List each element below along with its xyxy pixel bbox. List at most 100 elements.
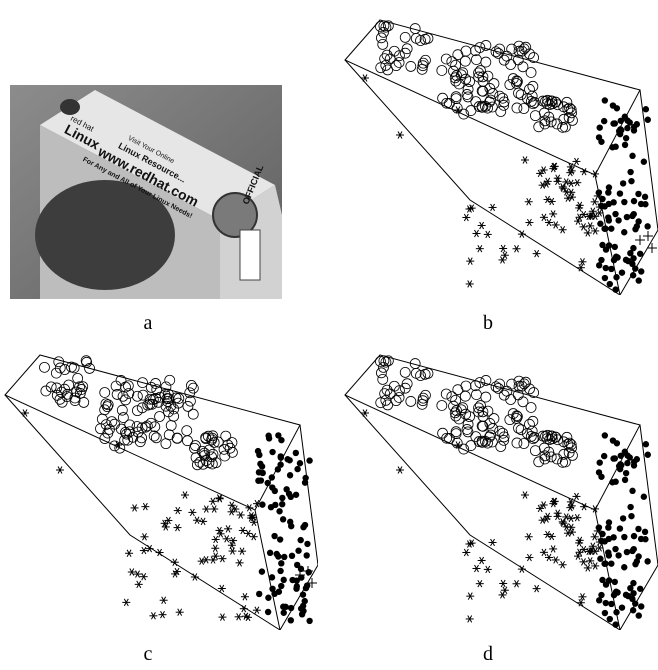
circle-marker — [529, 97, 540, 108]
circle-marker — [511, 412, 522, 424]
filled-dot-marker — [630, 579, 637, 587]
circle-marker — [420, 389, 431, 401]
circle-marker — [165, 400, 177, 412]
star-marker — [500, 251, 509, 259]
circle-marker — [567, 450, 578, 461]
circle-marker — [45, 381, 57, 393]
circle-marker — [416, 398, 428, 410]
circle-marker — [163, 429, 175, 441]
circle-marker — [446, 391, 458, 402]
circle-marker — [482, 102, 493, 114]
circle-marker — [375, 32, 387, 44]
filled-dot-marker — [635, 525, 642, 533]
circle-marker — [473, 71, 485, 83]
star-marker — [573, 178, 582, 187]
filled-dot-marker — [601, 609, 609, 617]
circle-marker — [186, 380, 197, 391]
star-marker — [202, 556, 211, 564]
filled-dot-marker — [609, 437, 617, 444]
circle-marker — [505, 394, 517, 405]
circle-marker — [81, 356, 93, 368]
filled-dot-marker — [610, 534, 617, 541]
circle-marker — [465, 440, 477, 451]
filled-dot-marker — [623, 213, 631, 221]
box-front-edge — [344, 394, 621, 630]
circle-marker — [124, 426, 135, 438]
filled-dot-marker — [628, 177, 635, 185]
star-marker — [517, 230, 526, 238]
circle-marker — [480, 391, 492, 403]
star-marker — [133, 570, 142, 578]
filled-dot-marker — [271, 532, 278, 540]
star-marker — [218, 613, 227, 621]
filled-dot-marker — [299, 591, 307, 598]
filled-dot-marker — [601, 560, 608, 567]
plus-marker — [647, 243, 657, 253]
star-marker — [578, 258, 587, 266]
star-marker — [524, 198, 533, 206]
star-marker — [521, 491, 529, 499]
circle-marker — [218, 443, 230, 455]
filled-dot-marker — [636, 585, 644, 592]
filled-dot-marker — [305, 568, 312, 576]
star-marker — [477, 221, 486, 230]
star-marker — [215, 494, 224, 502]
star-marker — [141, 502, 150, 511]
circle-marker — [119, 434, 131, 446]
filled-dot-marker — [280, 609, 287, 616]
filled-dot-marker — [635, 277, 642, 284]
star-marker — [472, 229, 481, 238]
circle-marker — [545, 451, 557, 463]
star-marker — [173, 523, 182, 532]
filled-dot-marker — [627, 249, 634, 257]
star-marker — [567, 193, 576, 201]
filled-dot-marker — [295, 547, 302, 554]
circle-marker — [511, 410, 523, 422]
filled-dot-marker — [605, 184, 613, 191]
circle-marker — [399, 47, 411, 59]
star-marker — [588, 207, 597, 215]
filled-dot-marker — [259, 501, 266, 508]
filled-dot-marker — [605, 577, 613, 584]
caption-d: d — [483, 643, 493, 665]
filled-dot-marker — [279, 500, 286, 508]
circle-marker — [378, 355, 390, 367]
filled-dot-marker — [612, 210, 619, 218]
circle-marker — [375, 397, 387, 409]
circle-marker — [219, 450, 231, 462]
filled-dot-marker — [630, 197, 638, 205]
star-marker — [252, 606, 261, 614]
circle-marker — [76, 384, 87, 395]
circle-marker — [538, 107, 550, 119]
circle-marker — [524, 83, 535, 95]
star-marker — [125, 549, 134, 557]
star-marker — [586, 222, 595, 230]
filled-dot-marker — [276, 536, 284, 543]
star-marker — [580, 167, 589, 176]
circle-marker — [484, 418, 496, 429]
star-marker — [175, 608, 184, 616]
circle-marker — [377, 373, 389, 385]
circle-marker — [475, 400, 486, 411]
circle-marker — [207, 448, 219, 460]
star-marker — [563, 529, 572, 537]
filled-dot-marker — [596, 124, 603, 131]
circle-marker — [84, 363, 95, 374]
circle-marker — [505, 59, 517, 70]
circle-marker — [375, 356, 386, 367]
circle-marker — [151, 384, 163, 396]
filled-dot-marker — [610, 120, 617, 127]
filled-dot-marker — [642, 201, 649, 208]
star-marker — [472, 564, 481, 573]
filled-dot-marker — [621, 198, 628, 206]
filled-dot-marker — [600, 452, 608, 460]
filled-dot-marker — [595, 597, 603, 604]
star-marker — [211, 535, 220, 544]
circle-marker — [375, 367, 387, 379]
circle-marker — [380, 394, 392, 406]
circle-marker — [200, 432, 212, 444]
star-marker — [244, 529, 253, 538]
filled-dot-marker — [605, 524, 612, 531]
circle-marker — [59, 383, 70, 395]
star-marker — [238, 547, 247, 555]
